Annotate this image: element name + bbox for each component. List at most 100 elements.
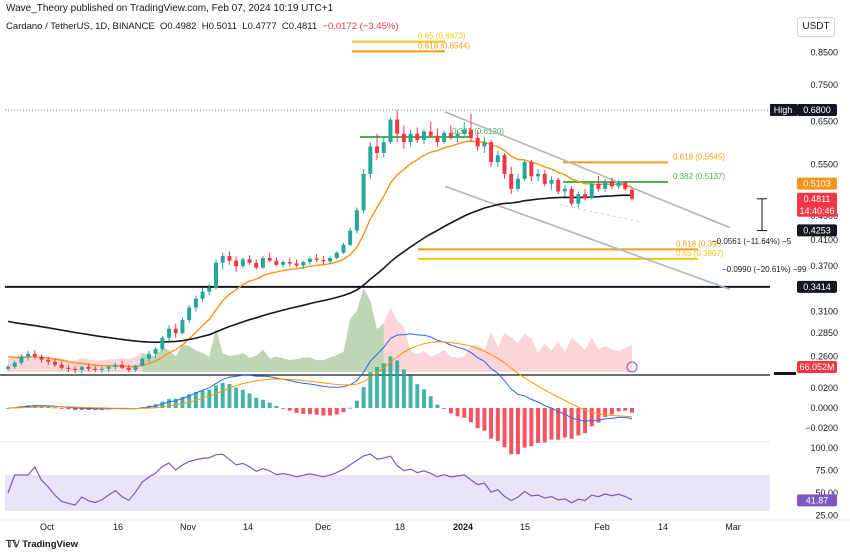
- candle-body: [113, 364, 118, 367]
- macd-histogram-bar: [415, 384, 420, 408]
- candle-body: [46, 359, 51, 362]
- candle-body: [220, 255, 225, 263]
- macd-histogram-bar: [160, 401, 165, 408]
- price-tag-bg: [797, 192, 837, 217]
- macd-histogram-bar: [180, 396, 185, 408]
- macd-histogram-bar: [167, 399, 172, 408]
- price-axis-tick: 0.2600: [810, 352, 838, 362]
- low-label: L: [242, 21, 248, 32]
- candle-body: [489, 142, 494, 163]
- time-axis-tick: Nov: [180, 522, 197, 532]
- macd-histogram-bar: [482, 408, 487, 431]
- candle-body: [448, 132, 453, 137]
- symbol-legend: Cardano / TetherUS, 1D, BINANCE O0.4982 …: [6, 21, 398, 32]
- candle-body: [529, 162, 534, 177]
- candle-body: [294, 263, 299, 266]
- ema50-line: [7, 140, 633, 368]
- footer-brand: 𝕋𝕍 TradingView: [6, 539, 78, 550]
- candle-body: [549, 179, 554, 184]
- macd-histogram-bar: [609, 408, 614, 415]
- candle-body: [227, 255, 232, 261]
- macd-histogram-bar: [522, 408, 527, 448]
- macd-histogram-bar: [623, 408, 628, 411]
- candle-body: [475, 137, 480, 147]
- candle-body: [542, 173, 547, 184]
- price-axis-tick: 0.2850: [810, 328, 838, 338]
- fib-level-label: 0.382 (0.6120): [452, 127, 504, 136]
- macd-histogram-bar: [495, 408, 500, 441]
- candle-body: [354, 210, 359, 231]
- macd-histogram-bar: [32, 405, 37, 408]
- volume-tag-bg: [797, 361, 837, 373]
- macd-histogram-bar: [589, 408, 594, 427]
- candle-body: [422, 131, 426, 140]
- candle-body: [455, 133, 460, 137]
- candle-body: [401, 133, 406, 143]
- candle-body: [106, 366, 111, 369]
- macd-histogram-bar: [542, 408, 547, 443]
- price-axis-tick: 0.7500: [810, 80, 838, 90]
- candle-body: [368, 146, 373, 174]
- macd-histogram-bar: [468, 408, 473, 423]
- macd-histogram-bar: [220, 382, 225, 408]
- price-axis-tick: 0.4100: [810, 235, 838, 245]
- candle-body: [630, 189, 634, 199]
- macd-histogram-bar: [515, 408, 520, 455]
- candle-body: [341, 244, 346, 253]
- ema200-line: [7, 194, 633, 344]
- ema200-tag-bg: [797, 224, 837, 237]
- measure-label: −0.0990 (−20.61%) −99: [722, 265, 807, 274]
- close-label: C: [281, 21, 289, 32]
- macd-histogram-bar: [576, 408, 581, 436]
- candle-body: [428, 131, 433, 136]
- high-value-tag: 0.6800: [803, 105, 831, 115]
- candle-body: [536, 173, 541, 177]
- support-tag-bg: [797, 280, 837, 293]
- candle-body: [133, 365, 138, 370]
- macd-histogram-bar: [301, 408, 306, 414]
- macd-histogram-bar: [59, 408, 64, 409]
- candle-body: [19, 356, 24, 363]
- candle-body: [39, 356, 44, 360]
- channel-lower-line: [444, 185, 731, 291]
- price-axis-tick: 0.3700: [810, 261, 838, 271]
- high-tag-label: High: [774, 105, 793, 115]
- macd-axis-tick: −0.0200: [805, 423, 838, 433]
- candle-body: [435, 135, 440, 143]
- macd-histogram-bar: [281, 408, 286, 409]
- candle-body: [200, 291, 205, 299]
- macd-histogram-bar: [86, 408, 91, 411]
- fib-level-label: 0.65 (0.8873): [418, 32, 466, 41]
- candle-body: [395, 119, 400, 134]
- macd-histogram-bar: [294, 408, 299, 413]
- candle-body: [6, 366, 10, 369]
- candle-body: [180, 320, 185, 334]
- ema200-tag: 0.4253: [803, 225, 831, 235]
- macd-histogram-bar: [287, 408, 292, 411]
- rsi-tag-bg: [797, 494, 837, 507]
- currency-selector[interactable]: USDT: [797, 17, 835, 37]
- macd-histogram-bar: [66, 408, 71, 410]
- macd-histogram-bar: [381, 363, 386, 408]
- macd-histogram-bar: [549, 408, 554, 440]
- candle-body: [522, 162, 527, 179]
- candle-body: [603, 181, 608, 189]
- candle-body: [609, 181, 614, 187]
- candle-body: [274, 260, 279, 265]
- candle-body: [589, 183, 594, 199]
- macd-histogram-bar: [187, 394, 192, 408]
- fib-level-label: 0.382 (0.5137): [673, 172, 725, 181]
- candle-body: [375, 146, 380, 154]
- candle-body: [468, 129, 473, 138]
- candle-body: [381, 142, 386, 154]
- candle-body: [234, 260, 239, 267]
- macd-histogram-bar: [422, 389, 426, 408]
- projection-line: [559, 204, 641, 223]
- price-axis-tick: 0.8500: [810, 48, 838, 58]
- candle-body: [66, 367, 71, 369]
- macd-histogram-bar: [46, 406, 51, 408]
- candle-body: [415, 133, 420, 140]
- candle-body: [515, 178, 520, 189]
- macd-histogram-bar: [361, 387, 366, 408]
